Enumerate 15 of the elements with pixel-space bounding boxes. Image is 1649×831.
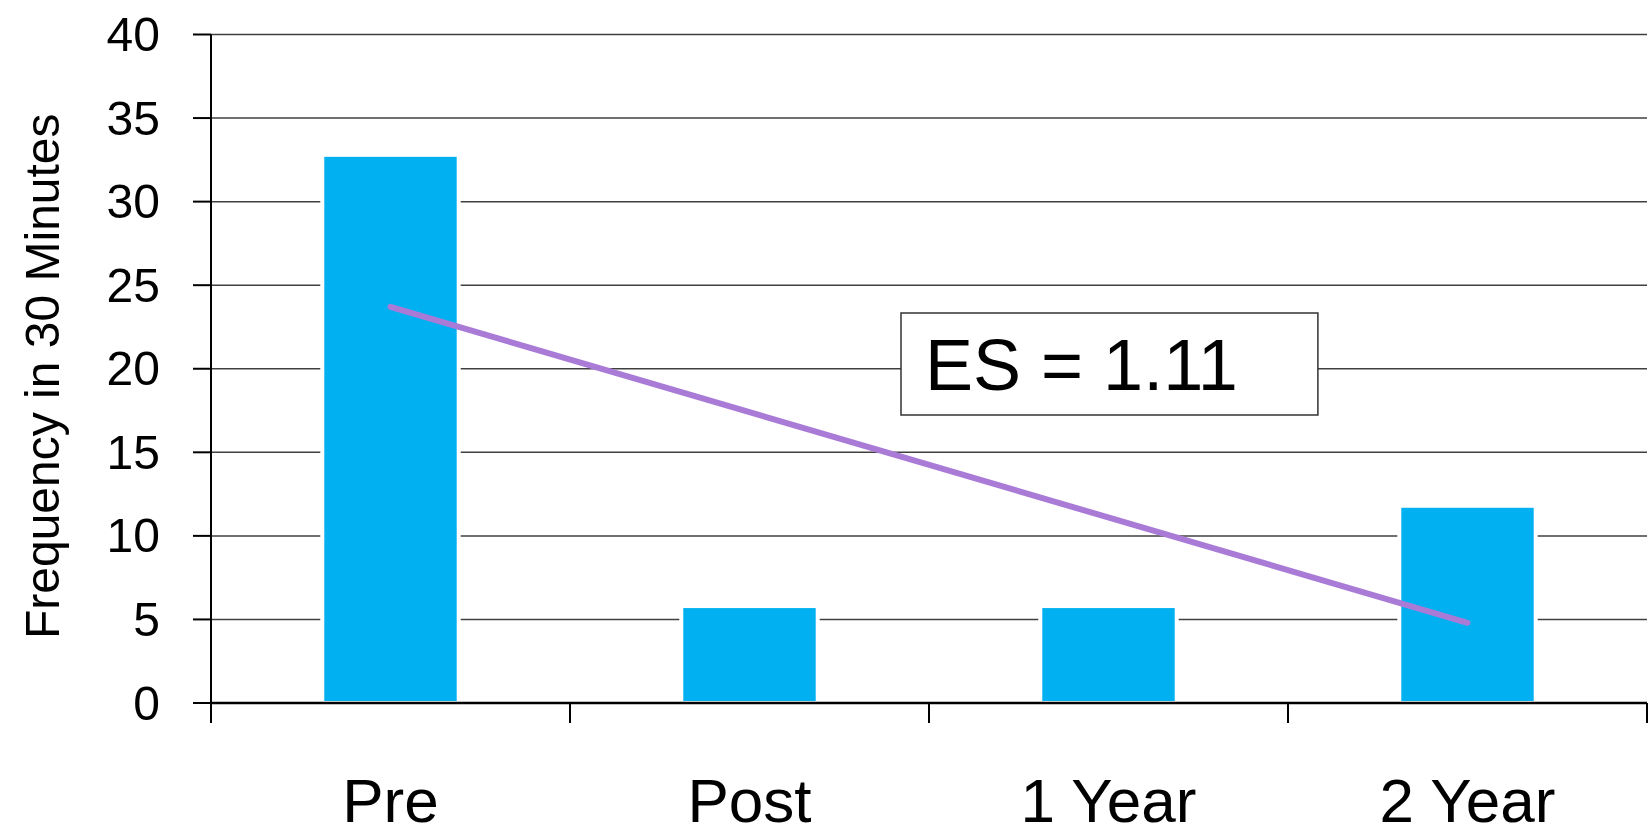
x-tick-label: 1 Year: [1020, 766, 1197, 831]
y-tick-label: 20: [106, 342, 160, 396]
y-tick-label: 40: [106, 8, 160, 61]
y-tick-label: 35: [106, 91, 160, 145]
y-axis-title: Frequency in 30 Minutes: [15, 113, 69, 640]
y-tick-label: 30: [106, 175, 160, 229]
annotation: ES = 1.11: [925, 325, 1238, 405]
x-tick-label: 2 Year: [1379, 766, 1556, 831]
x-tick-label: Post: [687, 766, 812, 831]
y-tick-label: 15: [106, 425, 160, 479]
y-tick-label: 0: [133, 676, 160, 730]
y-tick-label: 5: [133, 592, 160, 646]
y-tick-label: 25: [106, 258, 160, 312]
y-tick-label: 10: [106, 509, 160, 563]
x-tick-label: Pre: [342, 766, 439, 831]
